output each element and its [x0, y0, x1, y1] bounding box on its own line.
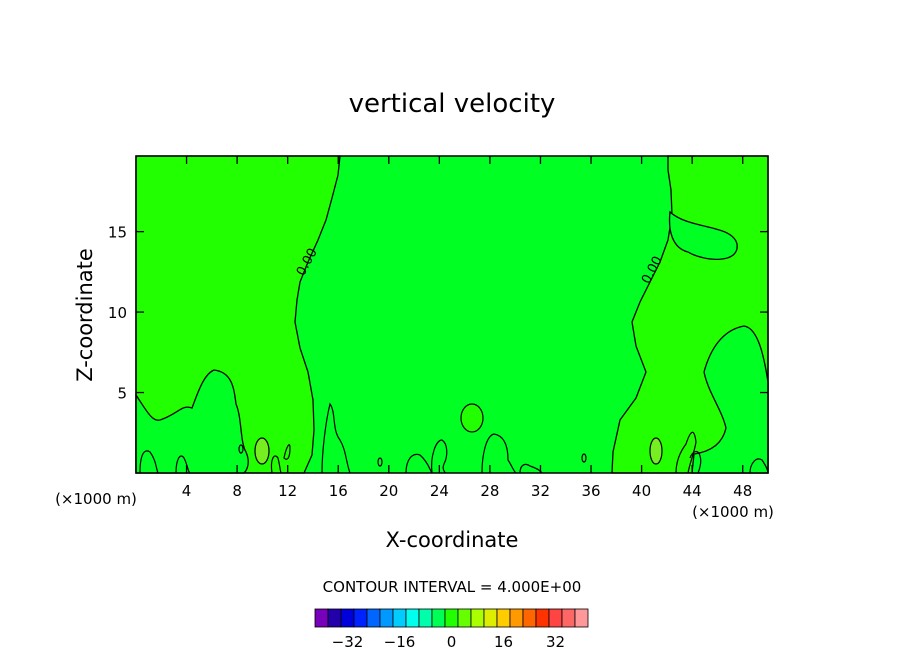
colorbar-swatch — [379, 608, 394, 628]
x-unit-left: (×1000 m) — [55, 490, 137, 508]
plot-frame — [135, 155, 769, 474]
colorbar-swatch — [327, 608, 342, 628]
x-tick-label: 32 — [531, 482, 550, 500]
colorbar-swatch — [405, 608, 420, 628]
colorbar-swatch — [509, 608, 524, 628]
colorbar: −32 −16 0 16 32 — [314, 608, 589, 651]
right-positive-lobe — [668, 210, 738, 261]
colorbar-tick-label: 16 — [494, 633, 513, 651]
colorbar-swatch — [340, 608, 355, 628]
x-tick-label: 4 — [182, 482, 192, 500]
colorbar-tick-label: −16 — [384, 633, 416, 651]
colorbar-swatch — [548, 608, 563, 628]
x-tick-label: 16 — [329, 482, 348, 500]
colorbar-swatch — [431, 608, 446, 628]
colorbar-swatch — [522, 608, 537, 628]
x-tick-label: 44 — [683, 482, 702, 500]
colorbar-tick-label: 0 — [447, 633, 457, 651]
x-tick-label: 48 — [733, 482, 752, 500]
colorbar-swatch — [366, 608, 381, 628]
x-unit-right: (×1000 m) — [692, 503, 774, 521]
colorbar-swatch — [561, 608, 576, 628]
colorbar-swatch — [444, 608, 459, 628]
x-tick-label: 36 — [581, 482, 600, 500]
colorbar-swatch — [574, 608, 589, 628]
y-tick-label: 5 — [117, 385, 127, 403]
y-axis-label: Z-coordinate — [73, 248, 97, 382]
small-contour-cells — [139, 402, 769, 474]
colorbar-swatch — [392, 608, 407, 628]
colorbar-tick-label: 32 — [546, 633, 565, 651]
y-tick-label: 15 — [108, 224, 127, 242]
colorbar-swatch — [483, 608, 498, 628]
colorbar-swatch — [470, 608, 485, 628]
left-positive-region — [135, 155, 341, 474]
colorbar-swatch — [353, 608, 368, 628]
colorbar-tick-label: −32 — [332, 633, 364, 651]
x-axis-label: X-coordinate — [386, 528, 519, 552]
chart-title: vertical velocity — [349, 89, 556, 119]
lower-right-contour — [691, 325, 769, 474]
x-tick-label: 12 — [278, 482, 297, 500]
x-tick-label: 28 — [480, 482, 499, 500]
colorbar-swatch — [418, 608, 433, 628]
lower-left-contour — [135, 369, 249, 474]
x-tick-label: 40 — [632, 482, 651, 500]
colorbar-swatch — [457, 608, 472, 628]
contour-interval-label: CONTOUR INTERVAL = 4.000E+00 — [323, 578, 582, 596]
colorbar-swatch — [314, 608, 329, 628]
x-tick-label: 20 — [379, 482, 398, 500]
colorbar-swatch — [535, 608, 550, 628]
y-tick-label: 10 — [108, 304, 127, 322]
x-tick-label: 24 — [430, 482, 449, 500]
x-tick-label: 8 — [232, 482, 242, 500]
colorbar-swatch — [496, 608, 511, 628]
